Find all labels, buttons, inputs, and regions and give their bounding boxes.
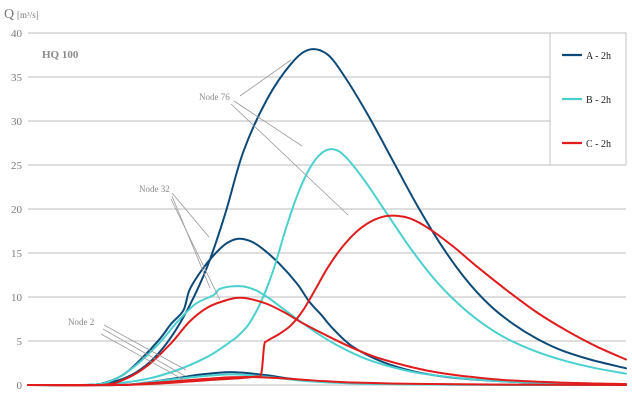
series-line-node-32 xyxy=(27,285,627,387)
leader-node32-a xyxy=(171,192,210,238)
plot-label: HQ 100 xyxy=(42,49,79,61)
leader-node32-b xyxy=(171,195,211,289)
annotation-node-2: Node 2 xyxy=(68,317,94,327)
y-tick-label: 30 xyxy=(11,116,23,128)
leader-node76-b xyxy=(233,100,303,147)
y-axis-label: Q xyxy=(4,7,14,22)
series-c-2h xyxy=(27,214,627,387)
series-line-node-76 xyxy=(27,148,627,387)
series-line-node-76 xyxy=(27,48,627,387)
leader-node2-a xyxy=(103,324,187,371)
legend-label-a: A - 2h xyxy=(586,51,611,62)
grid-lines xyxy=(28,32,626,386)
annotation-node-32: Node 32 xyxy=(139,184,170,194)
leader-node2-b xyxy=(102,328,186,377)
series-line-node-2 xyxy=(27,375,627,387)
y-tick-labels: 0 5 10 15 20 25 30 35 40 xyxy=(11,28,23,392)
y-tick-label: 35 xyxy=(11,72,23,84)
series-line-node-32 xyxy=(27,296,627,387)
series-layer xyxy=(27,48,627,387)
leader-node2-c xyxy=(100,333,185,381)
y-tick-label: 15 xyxy=(11,248,23,260)
leader-node76-c xyxy=(230,103,349,216)
annotation-leaders xyxy=(100,59,349,381)
y-tick-label: 0 xyxy=(17,380,23,392)
legend-label-b: B - 2h xyxy=(586,95,611,106)
y-tick-label: 25 xyxy=(11,160,23,172)
y-tick-label: 40 xyxy=(11,28,23,40)
y-tick-label: 5 xyxy=(17,336,23,348)
y-axis-unit: [m³/s] xyxy=(17,10,39,20)
annotation-node-76: Node 76 xyxy=(199,92,230,102)
y-tick-label: 20 xyxy=(11,204,23,216)
legend-label-c: C - 2h xyxy=(586,139,611,150)
leader-node76-a xyxy=(239,59,292,97)
y-tick-label: 10 xyxy=(11,292,23,304)
legend: A - 2h B - 2h C - 2h xyxy=(549,32,627,166)
series-line-node-76 xyxy=(27,214,627,387)
leader-node32-c xyxy=(170,198,221,301)
